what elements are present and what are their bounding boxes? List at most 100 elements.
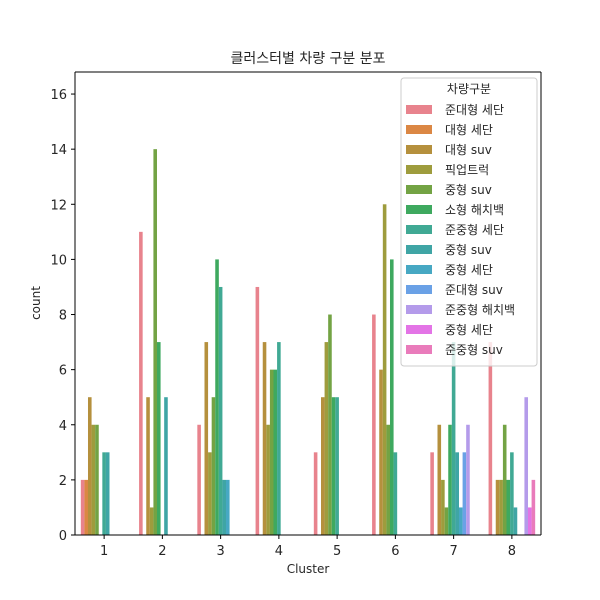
bar <box>324 342 329 535</box>
bar <box>495 479 500 535</box>
y-tick-label: 14 <box>50 143 67 158</box>
y-tick-label: 0 <box>59 529 67 544</box>
bar <box>211 397 216 535</box>
x-axis: 1 2 3 4 5 6 7 8 <box>75 534 541 559</box>
y-tick-label: 8 <box>59 309 67 324</box>
bar <box>430 452 434 535</box>
x-tick-label: 2 <box>158 544 166 559</box>
legend-swatch <box>406 185 432 194</box>
legend-swatch <box>406 245 432 254</box>
legend-swatch <box>406 305 432 314</box>
y-axis-label: count <box>29 286 43 320</box>
bar <box>87 397 92 535</box>
bar <box>197 424 201 535</box>
legend-swatch <box>406 205 432 214</box>
bar <box>313 452 318 535</box>
bar <box>462 452 467 535</box>
bar <box>459 507 463 535</box>
bar <box>455 452 460 535</box>
legend-label: 준대형 suv <box>445 283 503 297</box>
legend-swatch <box>406 125 432 134</box>
bar <box>499 479 503 535</box>
bar <box>91 424 96 535</box>
legend-label: 중형 세단 <box>445 323 493 337</box>
y-tick-label: 2 <box>59 474 67 489</box>
legend-label: 준중형 세단 <box>445 223 504 237</box>
legend-label: 소형 해치백 <box>445 203 504 217</box>
bar <box>393 452 398 535</box>
bar <box>84 479 88 535</box>
bar <box>488 342 493 535</box>
legend-title: 차량구분 <box>447 82 491 96</box>
x-tick-label: 5 <box>333 544 341 559</box>
y-tick-label: 12 <box>50 198 67 213</box>
legend-swatch <box>406 165 432 174</box>
bar <box>372 314 376 535</box>
bar <box>95 424 99 535</box>
legend-swatch <box>406 225 432 234</box>
legend-swatch <box>406 285 432 294</box>
y-tick-label: 16 <box>50 88 67 103</box>
x-tick-label: 8 <box>508 544 516 559</box>
bar <box>320 397 325 535</box>
bar <box>528 507 532 535</box>
bar <box>215 259 219 535</box>
bars-layer <box>80 149 536 536</box>
x-tick-label: 6 <box>391 544 399 559</box>
bar <box>506 479 511 535</box>
legend-frame <box>400 77 538 367</box>
bar <box>164 397 168 535</box>
bar <box>531 479 536 535</box>
bar <box>105 452 110 535</box>
bar <box>335 397 339 535</box>
bar <box>269 369 274 535</box>
bar <box>510 452 514 535</box>
bar <box>226 479 230 535</box>
bar <box>139 231 143 535</box>
bar <box>156 342 161 535</box>
legend-swatch <box>406 105 432 114</box>
legend-label: 준대형 세단 <box>445 103 504 117</box>
legend-label: 준중형 suv <box>445 343 503 357</box>
bar <box>524 397 529 535</box>
bar <box>382 204 387 536</box>
bar <box>513 507 518 535</box>
y-tick-label: 6 <box>59 364 67 379</box>
bar <box>208 452 212 535</box>
bar <box>222 479 227 535</box>
bar <box>444 507 449 535</box>
x-tick-label: 7 <box>449 544 457 559</box>
legend-swatch <box>406 345 432 354</box>
y-tick-label: 4 <box>59 419 67 434</box>
bar <box>149 507 154 535</box>
bar <box>255 286 260 535</box>
bar <box>502 424 507 535</box>
legend-label: 준중형 해치백 <box>445 303 515 317</box>
bar <box>153 149 157 535</box>
x-axis-label: Cluster <box>287 562 330 576</box>
bar <box>204 342 209 535</box>
bar <box>379 369 383 535</box>
chart-title: 클러스터별 차량 구분 분포 <box>230 51 385 67</box>
bar <box>389 259 394 535</box>
bar <box>331 397 336 535</box>
bar <box>441 479 445 535</box>
bar <box>262 342 267 535</box>
y-axis: 0 2 4 6 8 10 12 14 16 <box>50 72 76 544</box>
bar <box>437 424 442 535</box>
bar <box>448 424 452 535</box>
legend-swatch <box>406 325 432 334</box>
bar <box>328 314 332 535</box>
bar <box>466 424 470 535</box>
legend-label: 중형 suv <box>445 243 492 257</box>
bar <box>102 452 106 535</box>
legend-swatch <box>406 265 432 274</box>
legend-label: 픽업트럭 <box>445 163 489 177</box>
x-tick-label: 4 <box>275 544 283 559</box>
legend-label: 중형 suv <box>445 183 492 197</box>
legend-swatch <box>406 145 432 154</box>
x-tick-label: 3 <box>216 544 224 559</box>
x-tick-label: 1 <box>100 544 108 559</box>
y-tick-label: 10 <box>50 253 67 268</box>
